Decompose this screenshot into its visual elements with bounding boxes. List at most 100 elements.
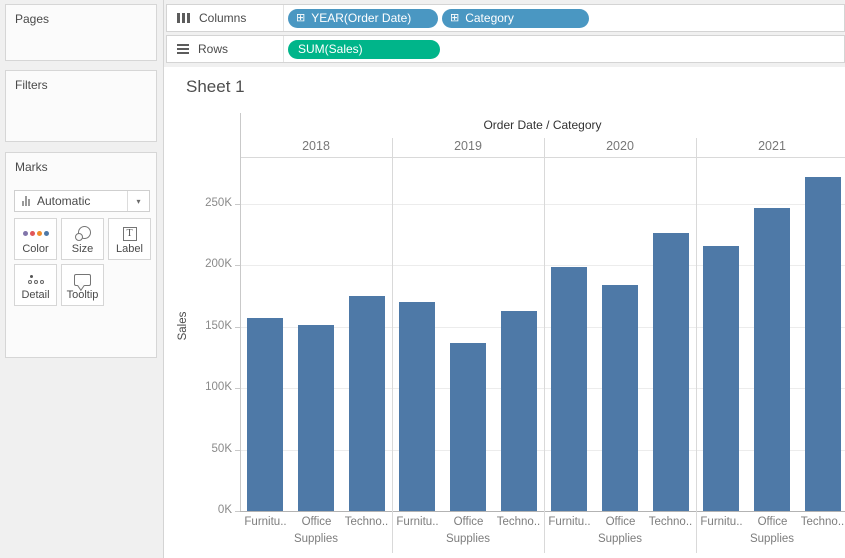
pill-sum-sales[interactable]: SUM(Sales) bbox=[288, 39, 440, 59]
pill-label: Category bbox=[465, 10, 514, 25]
gridline bbox=[240, 265, 845, 266]
year-header-2018[interactable]: 2018 bbox=[302, 139, 330, 153]
tooltip-button[interactable]: Tooltip bbox=[61, 264, 104, 306]
category-label-line2[interactable]: Supplies bbox=[293, 533, 339, 545]
y-axis-line bbox=[240, 113, 241, 511]
color-button[interactable]: Color bbox=[14, 218, 57, 260]
y-tick-mark bbox=[235, 204, 240, 205]
marks-label: Marks bbox=[15, 160, 48, 174]
bar-2019-technology[interactable] bbox=[501, 311, 537, 511]
expand-plus-icon[interactable]: ⊞ bbox=[450, 11, 460, 24]
y-tick-label: 0K bbox=[217, 504, 232, 516]
category-label[interactable]: Techno.. bbox=[344, 516, 389, 528]
year-header-2021[interactable]: 2021 bbox=[758, 139, 786, 153]
bar-2020-technology[interactable] bbox=[653, 233, 689, 511]
category-label[interactable]: Techno.. bbox=[496, 516, 541, 528]
columns-icon bbox=[177, 13, 190, 23]
pane-divider bbox=[544, 138, 545, 553]
mark-type-dropdown[interactable]: Automatic ▾ bbox=[14, 190, 150, 212]
columns-shelf-head: Columns bbox=[167, 5, 284, 31]
expand-plus-icon[interactable]: ⊞ bbox=[296, 11, 306, 24]
rows-shelf-label: Rows bbox=[198, 42, 229, 56]
detail-button[interactable]: Detail bbox=[14, 264, 57, 306]
category-label[interactable]: Techno.. bbox=[800, 516, 845, 528]
column-field-header: Order Date / Category bbox=[483, 118, 602, 132]
pill-category[interactable]: ⊞ Category bbox=[442, 8, 589, 28]
size-button[interactable]: Size bbox=[61, 218, 104, 260]
bar-2020-office-supplies[interactable] bbox=[602, 285, 638, 511]
gridline bbox=[240, 204, 845, 205]
year-header-2020[interactable]: 2020 bbox=[606, 139, 634, 153]
gridline bbox=[240, 388, 845, 389]
bar-2020-furniture[interactable] bbox=[551, 267, 587, 511]
gridline bbox=[240, 327, 845, 328]
tooltip-icon bbox=[74, 273, 91, 286]
pane-divider bbox=[696, 138, 697, 553]
color-icon bbox=[22, 224, 49, 243]
y-tick-mark bbox=[235, 265, 240, 266]
columns-pills: ⊞ YEAR(Order Date) ⊞ Category bbox=[288, 8, 589, 28]
category-label[interactable]: Furnitu.. bbox=[244, 516, 287, 528]
category-label[interactable]: Furnitu.. bbox=[396, 516, 439, 528]
y-tick-label: 250K bbox=[205, 197, 232, 209]
category-label[interactable]: Office bbox=[757, 516, 788, 528]
pill-label: SUM(Sales) bbox=[298, 41, 363, 56]
category-label[interactable]: Furnitu.. bbox=[548, 516, 591, 528]
pages-shelf[interactable]: Pages bbox=[5, 4, 157, 61]
columns-shelf[interactable]: Columns ⊞ YEAR(Order Date) ⊞ Category bbox=[166, 4, 845, 32]
size-button-label: Size bbox=[71, 243, 94, 255]
rows-pills: SUM(Sales) bbox=[288, 39, 440, 59]
sheet-title[interactable]: Sheet 1 bbox=[186, 77, 245, 96]
x-axis-line bbox=[240, 511, 845, 512]
bar-2018-office-supplies[interactable] bbox=[298, 325, 334, 511]
category-label-line2[interactable]: Supplies bbox=[749, 533, 795, 545]
bar-chart: Order Date / Category 2018 2019 2020 2021 0K 5… bbox=[164, 67, 845, 558]
mark-type-value: Automatic bbox=[37, 194, 91, 208]
bar-2021-furniture[interactable] bbox=[703, 246, 739, 511]
bar-2018-furniture[interactable] bbox=[247, 318, 283, 511]
label-button-label: Label bbox=[116, 243, 143, 255]
category-label[interactable]: Techno.. bbox=[648, 516, 693, 528]
pill-label: YEAR(Order Date) bbox=[311, 10, 412, 25]
chevron-down-icon[interactable]: ▾ bbox=[127, 191, 149, 211]
color-dot bbox=[36, 231, 42, 236]
y-tick-mark bbox=[235, 327, 240, 328]
text-label-icon: T bbox=[122, 226, 137, 241]
category-label[interactable]: Office bbox=[605, 516, 636, 528]
sheet-area: Sheet 1 Order Date / Category 2018 2019 202… bbox=[164, 67, 845, 558]
size-icon bbox=[74, 226, 91, 241]
y-axis-title: Sales bbox=[177, 311, 189, 341]
columns-shelf-label: Columns bbox=[199, 11, 247, 25]
pane-top-border bbox=[240, 157, 845, 158]
pages-label: Pages bbox=[15, 12, 50, 26]
y-tick-label: 50K bbox=[211, 443, 232, 455]
bar-2019-office-supplies[interactable] bbox=[450, 343, 486, 511]
marks-card: Marks Automatic ▾ Color Size T bbox=[5, 152, 157, 358]
filters-label: Filters bbox=[15, 78, 48, 92]
category-label[interactable]: Office bbox=[453, 516, 484, 528]
category-label[interactable]: Office bbox=[301, 516, 332, 528]
bar-2019-furniture[interactable] bbox=[399, 302, 435, 511]
bar-2021-technology[interactable] bbox=[805, 177, 841, 511]
bar-2018-technology[interactable] bbox=[349, 296, 385, 511]
color-dot bbox=[22, 231, 28, 236]
detail-button-label: Detail bbox=[21, 289, 50, 301]
color-button-label: Color bbox=[22, 243, 49, 255]
bar-chart-icon bbox=[22, 196, 30, 206]
pill-year-order-date[interactable]: ⊞ YEAR(Order Date) bbox=[288, 8, 438, 28]
pane-divider bbox=[392, 138, 393, 553]
label-button[interactable]: T Label bbox=[108, 218, 151, 260]
rows-shelf[interactable]: Rows SUM(Sales) bbox=[166, 35, 845, 63]
year-header-2019[interactable]: 2019 bbox=[454, 139, 482, 153]
rows-shelf-head: Rows bbox=[167, 36, 284, 62]
y-tick-mark bbox=[235, 388, 240, 389]
tooltip-button-label: Tooltip bbox=[66, 289, 99, 301]
color-dot bbox=[29, 231, 35, 236]
y-tick-mark bbox=[235, 450, 240, 451]
category-label[interactable]: Furnitu.. bbox=[700, 516, 743, 528]
sidebar: Pages Filters Marks Automatic ▾ Color bbox=[0, 0, 164, 558]
category-label-line2[interactable]: Supplies bbox=[445, 533, 491, 545]
category-label-line2[interactable]: Supplies bbox=[597, 533, 643, 545]
bar-2021-office-supplies[interactable] bbox=[754, 208, 790, 511]
filters-shelf[interactable]: Filters bbox=[5, 70, 157, 142]
